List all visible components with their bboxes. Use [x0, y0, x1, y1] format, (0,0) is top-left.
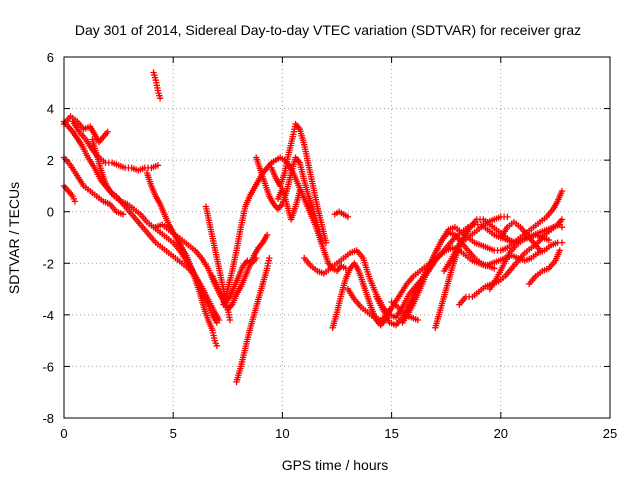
y-tick-label: -2: [42, 256, 54, 271]
data-point-markers: [432, 213, 511, 331]
series-arc-1: [60, 182, 79, 205]
data-point-markers: [60, 182, 79, 205]
y-tick-label: 0: [47, 205, 54, 220]
series-arc-13: [233, 254, 273, 386]
y-tick-label: 6: [47, 50, 54, 65]
x-tick-label: 5: [170, 426, 177, 441]
series-arc-24: [432, 213, 511, 331]
y-tick-label: -6: [42, 359, 54, 374]
series-arc-28: [525, 247, 563, 288]
x-tick-label: 20: [494, 426, 508, 441]
data-point-markers: [329, 260, 393, 331]
series-arc-15: [268, 120, 330, 246]
data-point-markers: [440, 216, 520, 275]
series-arc-29: [497, 218, 544, 254]
data-point-markers: [525, 247, 563, 288]
data-point-markers: [143, 169, 221, 349]
series-arc-8: [150, 69, 164, 102]
series-arc-19: [331, 208, 352, 221]
series-arc-7: [143, 169, 221, 349]
data-point-markers: [497, 218, 544, 254]
data-point-markers: [399, 229, 498, 326]
data-points: [60, 69, 566, 386]
data-point-markers: [268, 120, 330, 246]
x-tick-label: 15: [384, 426, 398, 441]
data-point-markers: [233, 254, 273, 386]
data-point-markers: [274, 185, 304, 223]
series-arc-23: [399, 229, 498, 326]
y-tick-label: -8: [42, 411, 54, 426]
data-point-markers: [150, 69, 164, 102]
series-arc-16: [274, 185, 304, 223]
series-arc-25: [440, 216, 520, 275]
data-point-markers: [456, 216, 566, 308]
series-arc-18: [329, 260, 393, 331]
chart-title: Day 301 of 2014, Sidereal Day-to-day VTE…: [75, 22, 581, 38]
x-tick-label: 25: [603, 426, 617, 441]
y-tick-label: 2: [47, 153, 54, 168]
y-tick-label: -4: [42, 308, 54, 323]
y-axis-label: SDTVAR / TECUs: [6, 182, 22, 294]
y-tick-label: 4: [47, 102, 54, 117]
x-axis-label: GPS time / hours: [282, 457, 389, 473]
x-tick-label: 0: [60, 426, 67, 441]
x-tick-label: 10: [275, 426, 289, 441]
plot-frame: [63, 56, 611, 419]
data-point-markers: [331, 208, 352, 221]
series-arc-26: [456, 216, 566, 308]
